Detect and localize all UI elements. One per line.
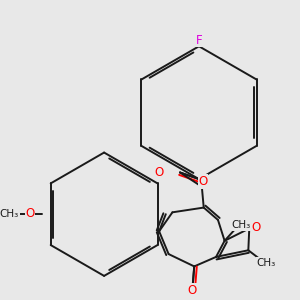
Text: O: O	[199, 175, 208, 188]
Text: O: O	[188, 284, 197, 297]
Text: CH₃: CH₃	[256, 258, 276, 268]
Text: O: O	[252, 220, 261, 233]
Text: CH₃: CH₃	[231, 220, 250, 230]
Text: O: O	[154, 166, 164, 179]
Text: F: F	[196, 34, 202, 46]
Text: CH₃: CH₃	[0, 209, 19, 219]
Text: O: O	[26, 207, 35, 220]
